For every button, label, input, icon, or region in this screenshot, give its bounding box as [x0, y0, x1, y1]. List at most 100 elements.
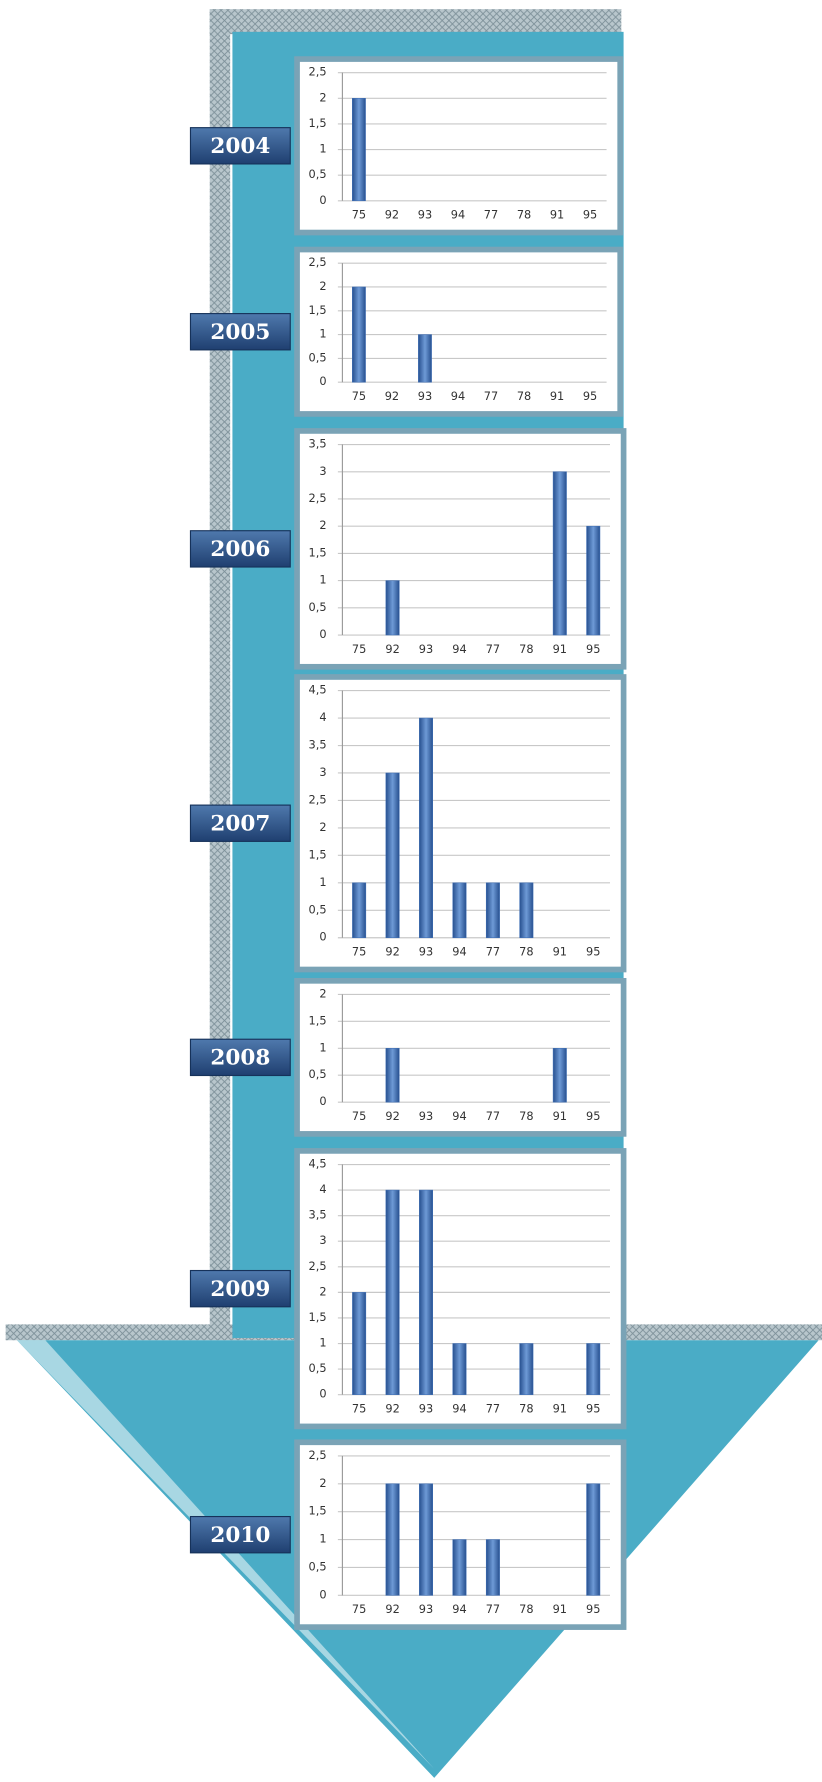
year-label: 2010 [210, 1523, 270, 1548]
x-tick-label: 78 [519, 1109, 533, 1123]
y-tick-label: 2,5 [309, 65, 327, 79]
bar [352, 286, 366, 383]
x-tick-label: 75 [352, 944, 366, 958]
y-tick-label: 3,5 [309, 437, 327, 451]
bar [352, 98, 366, 202]
y-tick-label: 2 [319, 90, 326, 104]
year-label: 2006 [210, 537, 270, 562]
year-badge [189, 1515, 291, 1554]
bar [586, 1483, 601, 1596]
y-tick-label: 4 [319, 710, 326, 724]
chart: 2004 0 0,5 1 1,5 2 2,5 75 92 93 94 77 78 91 95 [189, 56, 624, 236]
x-tick-label: 95 [586, 1602, 600, 1616]
x-tick-label: 94 [452, 1109, 466, 1123]
x-tick-label: 78 [519, 944, 533, 958]
bar [519, 882, 534, 939]
year-label: 2007 [210, 811, 270, 836]
chart: 2006 0 0,5 1 1,5 2 2,5 3 3,5 75 92 93 94 77 78 91 95 [189, 428, 627, 670]
y-tick-label: 0,5 [309, 167, 327, 181]
bar [419, 1189, 433, 1395]
y-tick-label: 4,5 [309, 683, 327, 697]
year-badge [189, 313, 291, 351]
bar [385, 772, 400, 939]
y-tick-label: 0 [319, 930, 326, 944]
x-tick-label: 77 [486, 1109, 500, 1123]
chart: 2009 0 0,5 1 1,5 2 2,5 3 3,5 4 4,5 75 92 93 94 77 78 91 95 [189, 1148, 627, 1430]
chart: 2005 0 0,5 1 1,5 2 2,5 75 92 93 94 77 78 91 95 [189, 246, 624, 417]
x-tick-label: 94 [452, 642, 466, 656]
bar [452, 882, 467, 939]
bar [385, 1048, 400, 1103]
x-tick-label: 95 [586, 642, 600, 656]
y-tick-label: 1 [319, 1336, 326, 1350]
y-tick-label: 2,5 [309, 1259, 327, 1273]
y-tick-label: 0,5 [309, 1361, 327, 1375]
x-tick-label: 95 [586, 1109, 600, 1123]
year-label: 2008 [210, 1046, 270, 1071]
y-tick-label: 1 [319, 327, 326, 341]
bar [586, 1343, 601, 1395]
x-tick-label: 92 [385, 208, 399, 222]
year-label: 2004 [210, 134, 270, 159]
year-badge [189, 804, 291, 842]
y-tick-label: 3 [319, 765, 326, 779]
y-tick-label: 1,5 [309, 1310, 327, 1324]
y-tick-label: 0,5 [309, 350, 327, 364]
x-tick-label: 93 [419, 944, 433, 958]
y-tick-label: 3,5 [309, 1208, 327, 1222]
x-tick-label: 77 [486, 1602, 500, 1616]
y-tick-label: 1,5 [309, 545, 327, 559]
bar [385, 580, 400, 636]
y-tick-label: 1 [319, 573, 326, 587]
y-tick-label: 2,5 [309, 491, 327, 505]
x-tick-label: 93 [419, 642, 433, 656]
y-tick-label: 0 [319, 627, 326, 641]
chart: 2007 0 0,5 1 1,5 2 2,5 3 3,5 4 4,5 75 92 93 94 77 78 91 95 [189, 674, 627, 973]
y-tick-label: 1,5 [309, 1504, 327, 1518]
y-tick-label: 2 [319, 1476, 326, 1490]
chart-panel [294, 978, 627, 1137]
y-tick-label: 0,5 [309, 1067, 327, 1081]
x-tick-label: 94 [451, 389, 465, 403]
y-tick-label: 1 [319, 142, 326, 156]
bar [452, 1539, 467, 1596]
x-tick-label: 75 [352, 208, 366, 222]
x-tick-label: 78 [519, 1602, 533, 1616]
y-tick-label: 1,5 [309, 116, 327, 130]
x-tick-label: 95 [583, 208, 597, 222]
y-tick-label: 0 [319, 1387, 326, 1401]
x-tick-label: 93 [419, 1602, 433, 1616]
x-tick-label: 94 [452, 944, 466, 958]
y-tick-label: 1 [319, 875, 326, 889]
x-tick-label: 92 [385, 1109, 399, 1123]
y-tick-label: 1 [319, 1040, 326, 1054]
x-tick-label: 78 [517, 389, 531, 403]
x-tick-label: 78 [519, 642, 533, 656]
y-tick-label: 0 [319, 193, 326, 207]
bar [552, 471, 567, 636]
y-tick-label: 0 [319, 1587, 326, 1601]
x-tick-label: 93 [419, 1401, 433, 1415]
y-tick-label: 0 [319, 374, 326, 388]
y-tick-label: 3 [319, 464, 326, 478]
y-tick-label: 2 [319, 1284, 326, 1298]
x-tick-label: 91 [553, 642, 567, 656]
y-tick-label: 0,5 [309, 600, 327, 614]
x-tick-label: 95 [586, 944, 600, 958]
bar [418, 334, 432, 383]
x-tick-label: 75 [352, 389, 366, 403]
y-tick-label: 3,5 [309, 738, 327, 752]
x-tick-label: 91 [553, 1602, 567, 1616]
chart-panel [294, 428, 627, 670]
bar [352, 1292, 367, 1395]
bar [452, 1343, 467, 1395]
chart: 2010 0 0,5 1 1,5 2 2,5 75 92 93 94 77 78 91 95 [189, 1439, 627, 1630]
year-label: 2005 [210, 320, 270, 345]
x-tick-label: 93 [418, 389, 432, 403]
x-tick-label: 75 [352, 1401, 366, 1415]
y-tick-label: 2 [319, 820, 326, 834]
bar [519, 1343, 534, 1395]
